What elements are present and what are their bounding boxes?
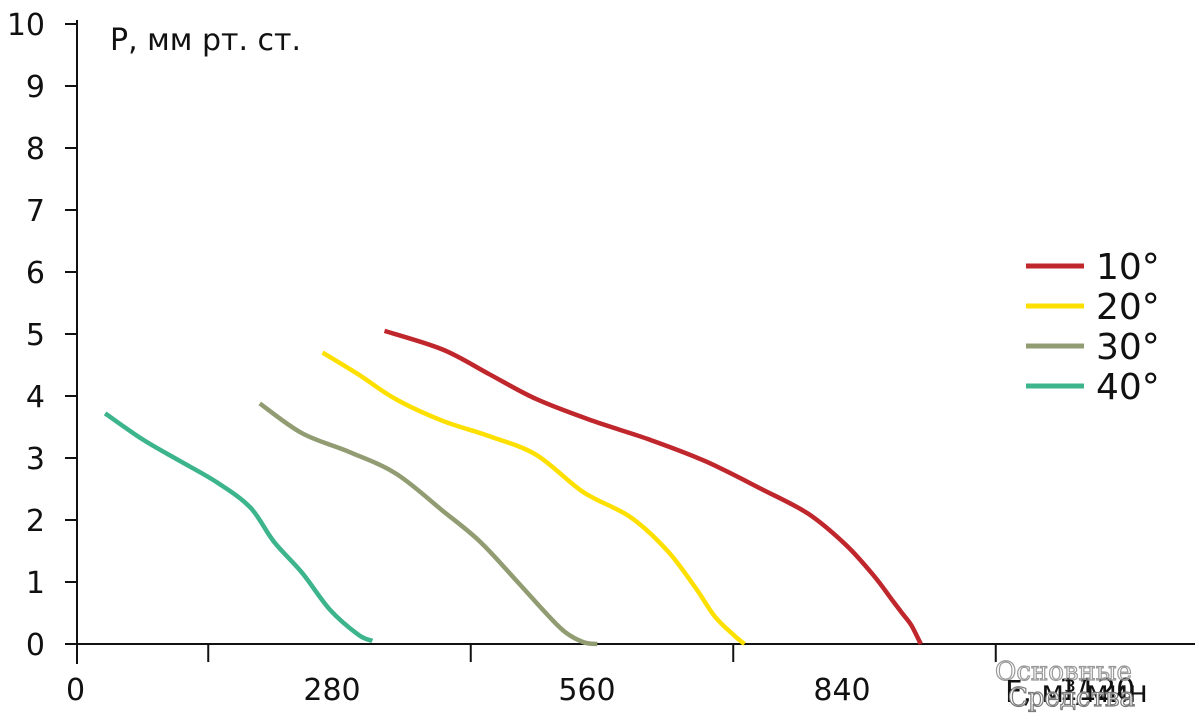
series-line-30 <box>258 401 598 647</box>
x-tick-label: 0 <box>66 673 85 708</box>
y-tick-label: 9 <box>26 70 45 105</box>
legend-label: 30° <box>1096 327 1160 368</box>
legend: 10°20°30°40° <box>1026 247 1160 408</box>
y-tick-label: 8 <box>26 132 45 167</box>
x-tick-label: 560 <box>558 673 615 708</box>
watermark-line-2: Средства <box>1008 683 1135 713</box>
y-tick-label: 3 <box>26 442 45 477</box>
y-tick-label: 5 <box>26 318 45 353</box>
series-line-20 <box>321 350 746 646</box>
legend-label: 10° <box>1096 247 1160 288</box>
tick-marks <box>65 23 997 662</box>
y-axis-title: P, мм рт. ст. <box>110 23 301 58</box>
y-tick-label: 6 <box>26 256 45 291</box>
tick-labels: 0 1 2 3 4 5 6 7 8 9 10 0 280 560 840 1120 <box>7 8 1135 708</box>
watermark: Основные F, м³/мин Средства <box>994 656 1148 713</box>
y-tick-label: 4 <box>26 380 45 415</box>
legend-label: 40° <box>1096 367 1160 408</box>
series-line-10 <box>383 328 923 646</box>
legend-label: 20° <box>1096 287 1160 328</box>
series-lines <box>103 328 923 647</box>
y-tick-label: 1 <box>26 566 45 601</box>
y-tick-label: 7 <box>26 194 45 229</box>
x-tick-label: 1120 <box>1059 673 1135 708</box>
axes <box>76 20 1195 664</box>
x-axis-title: F, м³/мин <box>1005 675 1148 710</box>
watermark-line-1: Основные <box>995 657 1132 687</box>
y-tick-label: 0 <box>26 628 45 663</box>
series-line-40 <box>103 411 374 644</box>
x-tick-label: 280 <box>303 673 360 708</box>
y-tick-label: 10 <box>7 8 45 43</box>
x-tick-label: 840 <box>813 673 870 708</box>
y-tick-label: 2 <box>26 504 45 539</box>
